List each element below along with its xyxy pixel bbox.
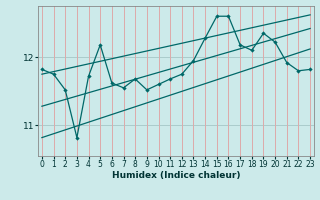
X-axis label: Humidex (Indice chaleur): Humidex (Indice chaleur) <box>112 171 240 180</box>
